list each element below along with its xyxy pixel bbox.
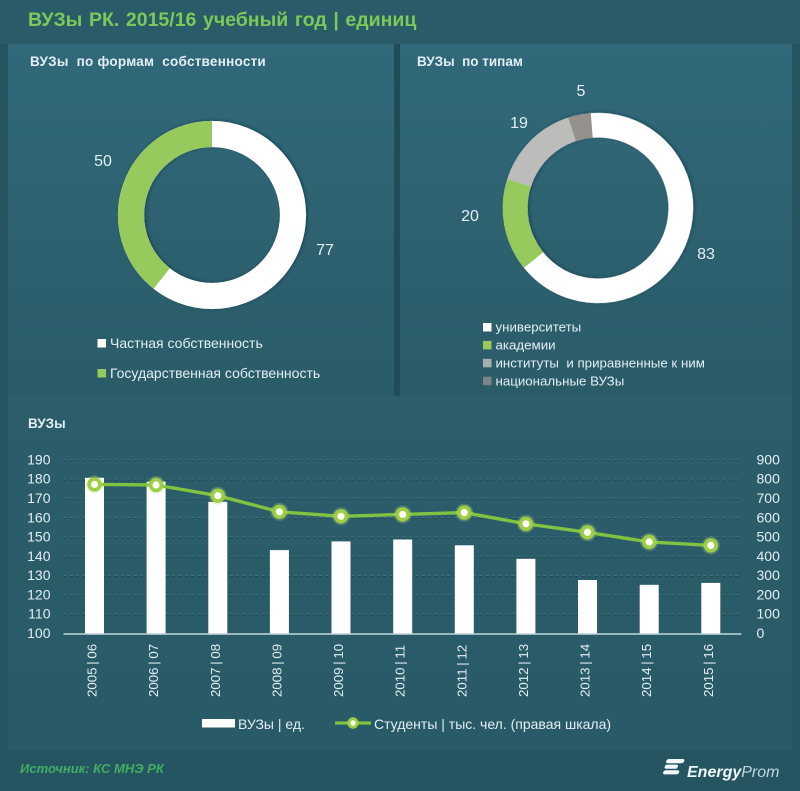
svg-text:20: 20 [461, 208, 479, 225]
svg-text:институты и приравненные к ни: институты и приравненные к ним [496, 356, 705, 371]
svg-text:180: 180 [27, 471, 51, 487]
svg-text:160: 160 [27, 509, 51, 525]
svg-text:19: 19 [510, 115, 528, 132]
svg-text:Государственная собственность: Государственная собственность [110, 365, 320, 381]
svg-text:2015 | 16: 2015 | 16 [701, 644, 716, 697]
svg-text:2012 | 13: 2012 | 13 [516, 644, 531, 697]
svg-text:EnergyProm: EnergyProm [687, 764, 779, 781]
svg-text:2011 | 12: 2011 | 12 [454, 645, 469, 697]
svg-text:2010 | 11: 2010 | 11 [393, 645, 408, 697]
svg-text:700: 700 [757, 490, 781, 506]
svg-text:120: 120 [27, 586, 51, 602]
svg-text:170: 170 [27, 490, 51, 506]
svg-text:академии: академии [496, 338, 556, 353]
svg-text:2008 | 09: 2008 | 09 [269, 644, 284, 697]
svg-text:500: 500 [757, 529, 781, 545]
svg-text:2009 | 10: 2009 | 10 [331, 644, 346, 697]
svg-text:5: 5 [577, 83, 586, 100]
svg-text:100: 100 [27, 625, 51, 641]
svg-text:0: 0 [757, 625, 765, 641]
svg-text:190: 190 [27, 452, 51, 468]
svg-text:150: 150 [27, 529, 51, 545]
svg-text:2006 | 07: 2006 | 07 [146, 644, 161, 697]
svg-text:100: 100 [757, 606, 781, 622]
svg-text:600: 600 [757, 509, 781, 525]
svg-text:140: 140 [27, 548, 51, 564]
svg-text:2014 | 15: 2014 | 15 [639, 644, 654, 697]
svg-text:50: 50 [94, 153, 112, 170]
svg-text:130: 130 [27, 567, 51, 583]
svg-text:200: 200 [757, 586, 781, 602]
svg-text:900: 900 [757, 452, 781, 468]
svg-text:Частная собственность: Частная собственность [110, 335, 263, 351]
svg-text:национальные ВУЗы: национальные ВУЗы [496, 373, 625, 388]
svg-text:2013 | 14: 2013 | 14 [578, 644, 593, 697]
svg-text:77: 77 [316, 242, 334, 259]
svg-text:Студенты | тыс. чел. (правая ш: Студенты | тыс. чел. (правая шкала) [374, 716, 611, 732]
svg-text:300: 300 [757, 567, 781, 583]
svg-text:400: 400 [757, 548, 781, 564]
svg-text:800: 800 [757, 471, 781, 487]
svg-text:ВУЗы | ед.: ВУЗы | ед. [238, 716, 305, 732]
svg-text:83: 83 [697, 246, 715, 263]
svg-text:110: 110 [28, 606, 51, 622]
svg-text:2007 | 08: 2007 | 08 [208, 644, 223, 697]
svg-text:университеты: университеты [496, 320, 582, 335]
svg-text:2005 | 06: 2005 | 06 [85, 644, 100, 697]
